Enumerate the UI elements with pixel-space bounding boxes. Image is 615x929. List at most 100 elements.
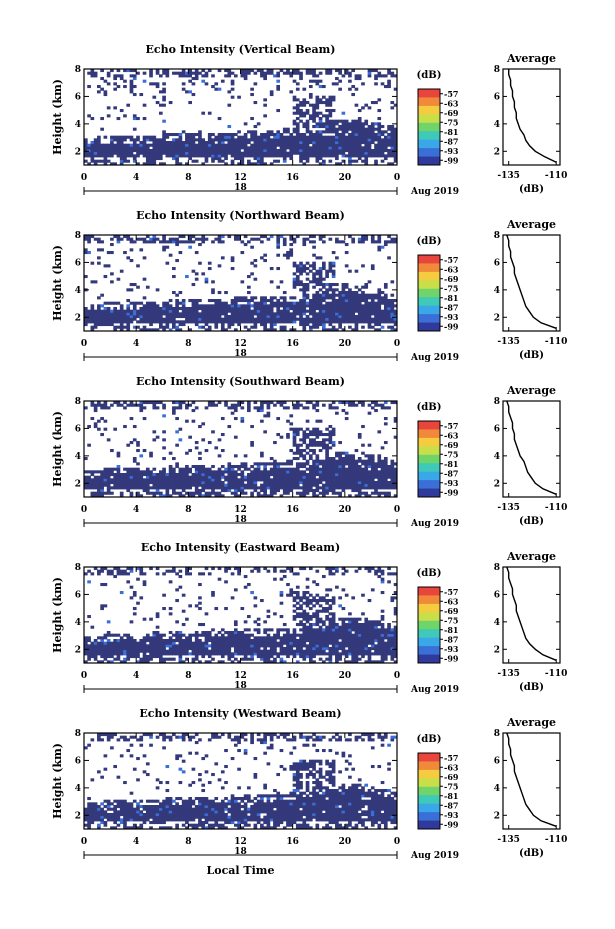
heatmap-cell — [308, 483, 313, 487]
heatmap-cell — [230, 71, 235, 75]
heatmap-cell — [348, 325, 352, 329]
heatmap-cell — [185, 657, 189, 661]
heatmap-cell — [305, 125, 310, 129]
heatmap-cell — [318, 277, 323, 281]
heatmap-cell — [188, 71, 192, 75]
heatmap-cell — [113, 74, 117, 78]
colorbar-label: -93 — [444, 312, 459, 322]
heatmap-cell — [302, 309, 307, 313]
heatmap-cell — [211, 146, 215, 150]
heatmap-cell — [194, 307, 199, 311]
heatmap-cell — [126, 323, 131, 327]
heatmap-cell — [302, 430, 307, 434]
heatmap-cell — [165, 149, 170, 153]
heatmap-cell — [361, 401, 365, 405]
heatmap-cell — [145, 138, 150, 142]
heatmap-cell — [110, 403, 114, 407]
heatmap-cell — [165, 483, 170, 487]
heatmap-cell — [292, 98, 297, 102]
heatmap-cell — [318, 130, 323, 134]
heatmap-cell — [132, 481, 137, 485]
heatmap-cell — [357, 315, 362, 319]
heatmap-cell — [370, 138, 375, 142]
heatmap-cell — [338, 143, 342, 147]
heatmap-cell — [302, 143, 307, 147]
heatmap-cell — [279, 628, 284, 632]
heatmap-cell — [263, 325, 267, 329]
heatmap-cell — [357, 109, 362, 113]
heatmap-cell — [188, 475, 192, 479]
heatmap-cell — [315, 435, 320, 439]
heatmap-cell — [312, 491, 316, 495]
heatmap-cell — [217, 567, 222, 571]
heatmap-cell — [194, 483, 199, 487]
heatmap-cell — [217, 660, 222, 664]
heatmap-cell — [325, 465, 329, 469]
heatmap-cell — [188, 151, 192, 155]
heatmap-cell — [129, 283, 134, 287]
heatmap-cell — [97, 403, 101, 407]
heatmap-cell — [116, 237, 121, 241]
heatmap-cell — [214, 486, 219, 490]
heatmap-cell — [158, 307, 163, 311]
heatmap-cell — [364, 293, 369, 297]
heatmap-cell — [139, 481, 144, 485]
heatmap-cell — [269, 299, 274, 303]
profile-x-tick-label: -110 — [545, 171, 568, 181]
heatmap-cell — [348, 465, 352, 469]
heatmap-cell — [377, 71, 382, 75]
heatmap-cell — [256, 151, 261, 155]
heatmap-cell — [377, 146, 382, 150]
heatmap-cell — [383, 462, 388, 466]
heatmap-cell — [338, 133, 342, 137]
heatmap-cell — [227, 636, 232, 640]
heatmap-cell — [250, 317, 254, 321]
heatmap-cell — [162, 307, 166, 311]
heatmap-cell — [299, 301, 303, 305]
heatmap-cell — [243, 633, 248, 637]
heatmap-cell — [361, 149, 365, 153]
heatmap-cell — [230, 641, 235, 645]
heatmap-cell — [178, 301, 183, 305]
heatmap-cell — [374, 470, 378, 474]
heatmap-cell — [348, 71, 352, 75]
heatmap-cell — [302, 325, 307, 329]
heatmap-cell — [282, 491, 287, 495]
heatmap-cell — [269, 470, 274, 474]
heatmap-cell — [116, 639, 121, 643]
heatmap-cell — [116, 401, 121, 405]
heatmap-cell — [344, 291, 349, 295]
heatmap-cell — [260, 141, 264, 145]
heatmap-cell — [194, 478, 199, 482]
heatmap-cell — [331, 307, 336, 311]
heatmap-cell — [110, 467, 114, 471]
heatmap-cell — [214, 149, 219, 153]
heatmap-cell — [100, 639, 104, 643]
heatmap-cell — [322, 494, 326, 498]
heatmap-cell — [312, 143, 316, 147]
heatmap-cell — [315, 320, 320, 324]
heatmap-cell — [322, 323, 326, 327]
heatmap-cell — [233, 483, 238, 487]
heatmap-cell — [354, 486, 359, 490]
heatmap-cell — [273, 301, 277, 305]
heatmap-cell — [295, 475, 300, 479]
heatmap-cell — [126, 151, 131, 155]
heatmap-cell — [155, 489, 160, 493]
heatmap-cell — [383, 301, 388, 305]
colorbar-label: -63 — [444, 98, 459, 108]
heatmap-cell — [322, 473, 326, 477]
heatmap-cell — [315, 95, 320, 99]
heatmap-cell — [260, 323, 264, 327]
heatmap-cell — [168, 631, 173, 635]
heatmap-cell — [185, 617, 189, 621]
heatmap-cell — [331, 441, 336, 445]
heatmap-cell — [165, 151, 170, 155]
heatmap-cell — [374, 304, 378, 308]
heatmap-cell — [87, 85, 91, 89]
profile-line — [508, 69, 557, 163]
heatmap-cell — [198, 457, 202, 461]
heatmap-cell — [370, 406, 375, 410]
heatmap-cell — [106, 251, 111, 255]
heatmap-cell — [119, 486, 124, 490]
